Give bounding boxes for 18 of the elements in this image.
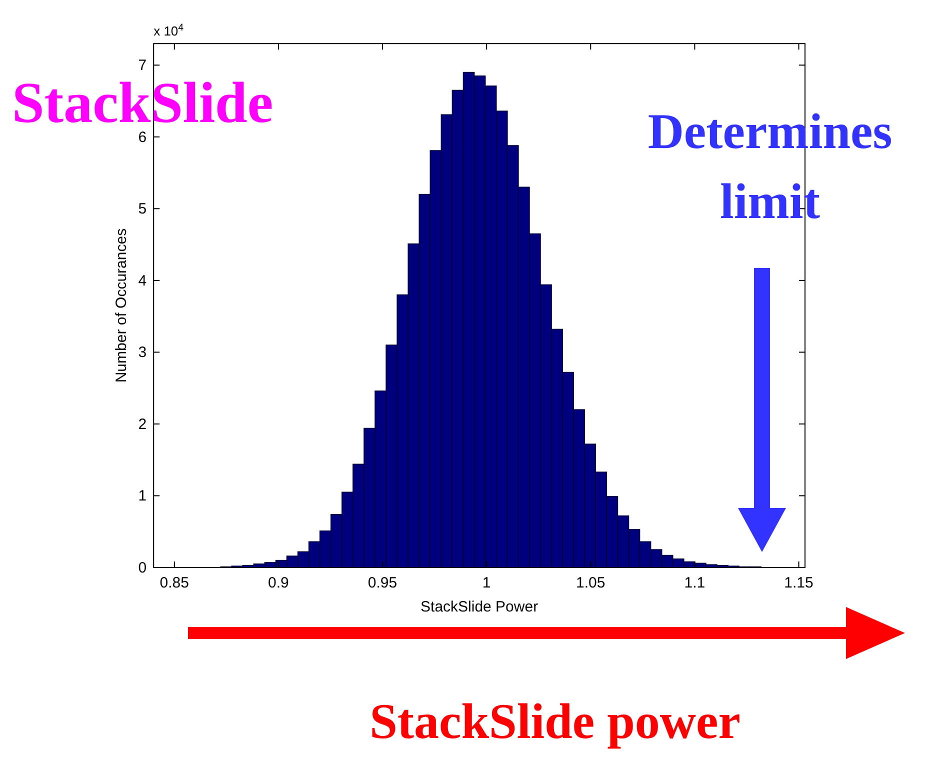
x-tick-label: 0.85 [160, 574, 190, 592]
y-tick-label: 0 [138, 560, 147, 576]
x-tick-label: 1.05 [576, 574, 606, 592]
text: StackSlide power [370, 693, 740, 749]
x-tick-label: 1 [482, 574, 491, 592]
y-tick-label: 2 [138, 416, 147, 433]
x-axis-title: StackSlide Power [420, 598, 538, 616]
y-axis-title: Number of Occurances [113, 228, 130, 383]
x-tick-label: 1.1 [684, 574, 706, 592]
y-tick-label: 1 [138, 488, 147, 505]
y-tick-label: 3 [138, 344, 147, 362]
y-tick-label: 5 [138, 200, 147, 218]
y-tick-label: 4 [138, 272, 147, 290]
x-tick-label: 0.9 [268, 574, 289, 592]
x-tick-label: 0.95 [368, 574, 398, 592]
y-tick-label: 7 [138, 57, 147, 74]
x-tick-label: 1.15 [784, 574, 814, 592]
text: x 10$^{4}$ [154, 22, 184, 39]
